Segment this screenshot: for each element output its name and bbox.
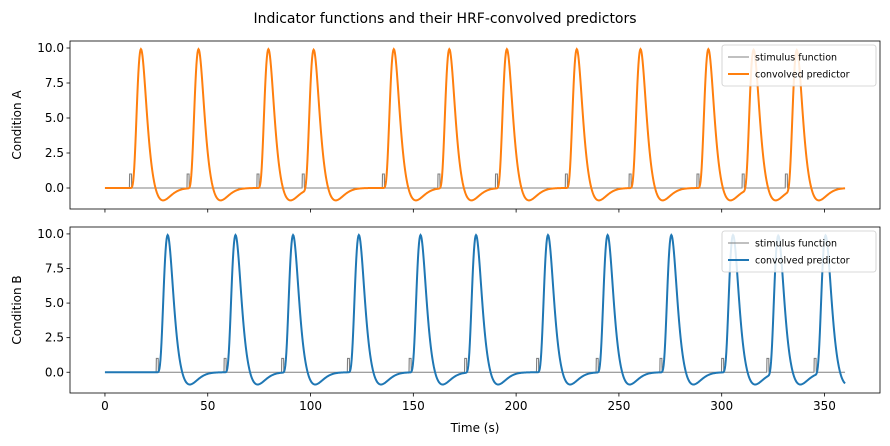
x-tick-label: 100 xyxy=(299,399,322,413)
y-tick-label: 10.0 xyxy=(37,41,64,55)
x-tick-label: 350 xyxy=(813,399,836,413)
y-tick-label: 5.0 xyxy=(45,111,64,125)
y-tick-label: 10.0 xyxy=(37,227,64,241)
y-tick-label: 2.5 xyxy=(45,331,64,345)
legend-label: convolved predictor xyxy=(755,256,850,267)
figure-title: Indicator functions and their HRF-convol… xyxy=(253,11,636,27)
y-tick-label: 5.0 xyxy=(45,296,64,310)
x-tick-label: 300 xyxy=(710,399,733,413)
x-tick-label: 0 xyxy=(101,399,109,413)
legend-label: convolved predictor xyxy=(755,70,850,81)
x-tick-label: 150 xyxy=(402,399,425,413)
axes-frame xyxy=(69,226,881,394)
stimulus-function-line xyxy=(104,173,846,189)
y-tick-label: 7.5 xyxy=(45,262,64,276)
axes-frame xyxy=(69,40,881,210)
y-axis-label: Condition A xyxy=(10,90,24,160)
stimulus-function-line xyxy=(104,357,846,373)
y-tick-label: 0.0 xyxy=(45,181,64,195)
y-tick-label: 7.5 xyxy=(45,76,64,90)
legend: stimulus function convolved predictor xyxy=(721,44,877,87)
convolved-predictor-line xyxy=(104,47,846,202)
panel-condition-b: 0.0 2.5 5.0 7.5 10.0 0 50 100 150 200 250 300 350 Con… xyxy=(10,226,881,413)
x-axis-label: Time (s) xyxy=(450,421,500,435)
y-tick-label: 2.5 xyxy=(45,146,64,160)
y-axis-label: Condition B xyxy=(10,275,24,344)
panel-condition-a: 0.0 2.5 5.0 7.5 10.0 Condition A stimulus func… xyxy=(10,40,881,213)
x-tick-label: 250 xyxy=(607,399,630,413)
x-tick-label: 200 xyxy=(505,399,528,413)
legend: stimulus function convolved predictor xyxy=(721,230,877,273)
legend-label: stimulus function xyxy=(755,53,837,64)
legend-box xyxy=(721,230,877,273)
legend-label: stimulus function xyxy=(755,239,837,250)
x-tick-label: 50 xyxy=(200,399,215,413)
convolved-predictor-line xyxy=(104,233,846,386)
legend-box xyxy=(721,44,877,87)
y-tick-label: 0.0 xyxy=(45,365,64,379)
